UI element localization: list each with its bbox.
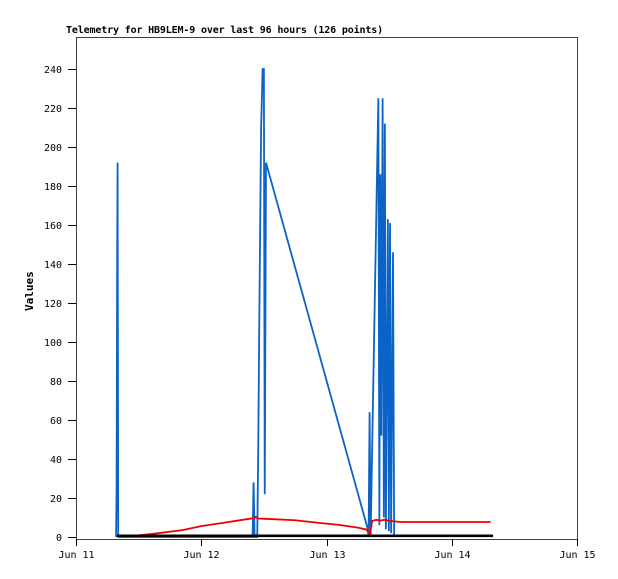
x-tick-label: Jun 13 xyxy=(309,550,345,561)
y-tick-label: 20 xyxy=(50,494,62,505)
y-tick-label: 100 xyxy=(44,338,62,349)
y-tick-label: 140 xyxy=(44,260,62,271)
y-tick-label: 40 xyxy=(50,455,62,466)
x-tick-label: Jun 12 xyxy=(183,550,219,561)
series-channel-blue xyxy=(115,68,396,538)
chart-title: Telemetry for HB9LEM-9 over last 96 hour… xyxy=(66,24,383,36)
x-tick-label: Jun 14 xyxy=(434,550,470,561)
y-tick-label: 0 xyxy=(56,533,62,544)
x-tick-label: Jun 15 xyxy=(559,550,595,561)
series-channel-red xyxy=(121,515,491,538)
y-tick-label: 160 xyxy=(44,221,62,232)
y-tick-label: 240 xyxy=(44,65,62,76)
y-tick-label: 220 xyxy=(44,104,62,115)
plot-border xyxy=(76,37,578,540)
y-tick-label: 120 xyxy=(44,299,62,310)
y-axis-label: Values xyxy=(23,271,36,311)
y-tick-label: 80 xyxy=(50,377,62,388)
y-tick-label: 60 xyxy=(50,416,62,427)
y-tick-label: 180 xyxy=(44,182,62,193)
plot-area: 0 20 40 60 80 100 120 140 160 180 200 220 240 Jun 11 J… xyxy=(44,37,596,561)
y-tick-label: 200 xyxy=(44,143,62,154)
x-tick-label: Jun 11 xyxy=(58,550,94,561)
